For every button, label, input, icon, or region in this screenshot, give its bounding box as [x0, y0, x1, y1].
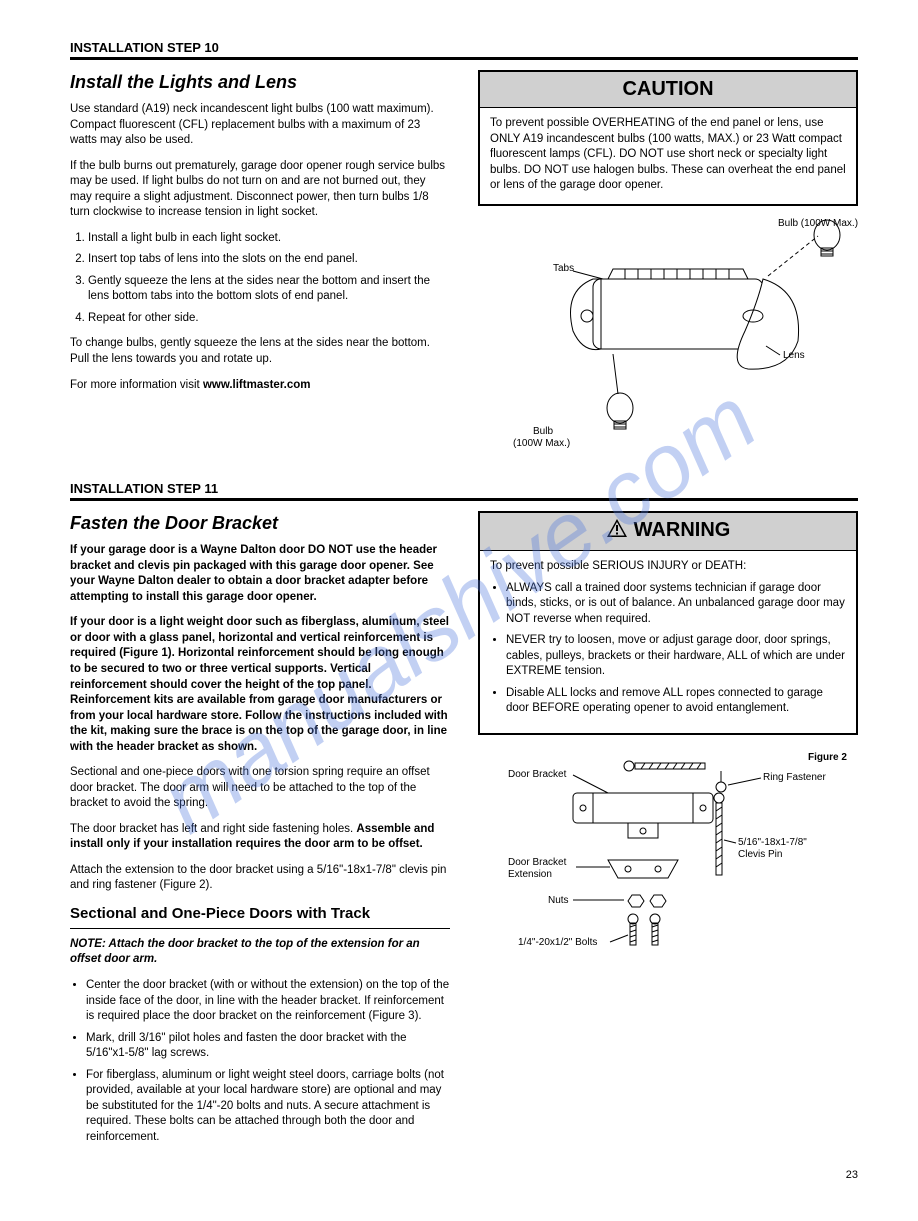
- warn-li-3: Disable ALL locks and remove ALL ropes c…: [506, 686, 846, 717]
- warning-triangle-icon: [606, 518, 628, 546]
- warning-title-text: WARNING: [634, 519, 731, 541]
- fig2-clevis-label-2: Clevis Pin: [738, 849, 782, 860]
- rule-sub: [70, 928, 450, 929]
- warning-box: WARNING To prevent possible SERIOUS INJU…: [478, 511, 858, 735]
- s2-subtitle: Sectional and One-Piece Doors with Track: [70, 904, 450, 924]
- fig1-bulb-right-label: Bulb (100W Max.): [778, 218, 858, 229]
- warn-li-1: ALWAYS call a trained door systems techn…: [506, 581, 846, 628]
- warn-li-2: NEVER try to loosen, move or adjust gara…: [506, 633, 846, 680]
- fig2-ext-label-2: Extension: [508, 869, 552, 880]
- fig1-bulb-left-label-1: Bulb: [533, 426, 553, 437]
- fig2-bracket-label: Door Bracket: [508, 769, 567, 780]
- fig2-bolts-label: 1/4"-20x1/2" Bolts: [518, 937, 597, 948]
- fig1-lens-label: Lens: [783, 350, 805, 361]
- section1-title: Install the Lights and Lens: [70, 70, 450, 94]
- s2-p1: If your garage door is a Wayne Dalton do…: [70, 544, 437, 603]
- rule-2: [70, 498, 858, 501]
- warning-lead: To prevent possible SERIOUS INJURY or DE…: [490, 559, 846, 575]
- s1-p1: Use standard (A19) neck incandescent lig…: [70, 102, 450, 149]
- s1-li-4: Repeat for other side.: [88, 311, 450, 327]
- s1-link-url[interactable]: www.liftmaster.com: [203, 379, 311, 391]
- section1-header: INSTALLATION STEP 10: [70, 40, 858, 55]
- fig2-caption: Figure 2: [808, 752, 847, 763]
- fig1-bulb-left-label-2: (100W Max.): [513, 438, 570, 449]
- s1-li-3: Gently squeeze the lens at the sides nea…: [88, 274, 450, 305]
- s1-li-1: Install a light bulb in each light socke…: [88, 231, 450, 247]
- fig2-clevis-label-1: 5/16"-18x1-7/8": [738, 837, 807, 848]
- rule-1: [70, 57, 858, 60]
- s1-li-2: Insert top tabs of lens into the slots o…: [88, 252, 450, 268]
- fig1-tabs-label: Tabs: [553, 263, 574, 274]
- s1-link-line: For more information visit www.liftmaste…: [70, 378, 450, 394]
- fig2-ext-label-1: Door Bracket: [508, 857, 567, 868]
- caution-body: To prevent possible OVERHEATING of the e…: [480, 108, 856, 204]
- section2-header: INSTALLATION STEP 11: [70, 481, 858, 496]
- opener-figure: Bulb (100W Max.): [478, 216, 858, 472]
- page-number: 23: [70, 1169, 858, 1181]
- caution-box: CAUTION To prevent possible OVERHEATING …: [478, 70, 858, 206]
- s2-p4: The door bracket has left and right side…: [70, 822, 450, 853]
- caution-title: CAUTION: [480, 72, 856, 108]
- s2-b2: Mark, drill 3/16" pilot holes and fasten…: [86, 1031, 450, 1062]
- s2-p5: Attach the extension to the door bracket…: [70, 863, 450, 894]
- s2-b1: Center the door bracket (with or without…: [86, 978, 450, 1025]
- s1-after: To change bulbs, gently squeeze the lens…: [70, 336, 450, 367]
- s2-p4-lead: The door bracket has left and right side…: [70, 823, 356, 835]
- s2-note: NOTE: Attach the door bracket to the top…: [70, 938, 420, 966]
- s2-p2: If your door is a light weight door such…: [70, 616, 449, 752]
- warning-title: WARNING: [480, 513, 856, 551]
- s1-p2: If the bulb burns out prematurely, garag…: [70, 159, 450, 221]
- fig2-nuts-label: Nuts: [548, 895, 569, 906]
- section2-title: Fasten the Door Bracket: [70, 511, 450, 535]
- s2-p3: Sectional and one-piece doors with one t…: [70, 765, 450, 812]
- fig2-ring-label: Ring Fastener: [763, 772, 826, 783]
- figure-2: Figure 2 Door Bracket Ring Fastener: [478, 745, 858, 991]
- s1-link-text: For more information visit: [70, 379, 203, 391]
- s2-b3: For fiberglass, aluminum or light weight…: [86, 1068, 450, 1146]
